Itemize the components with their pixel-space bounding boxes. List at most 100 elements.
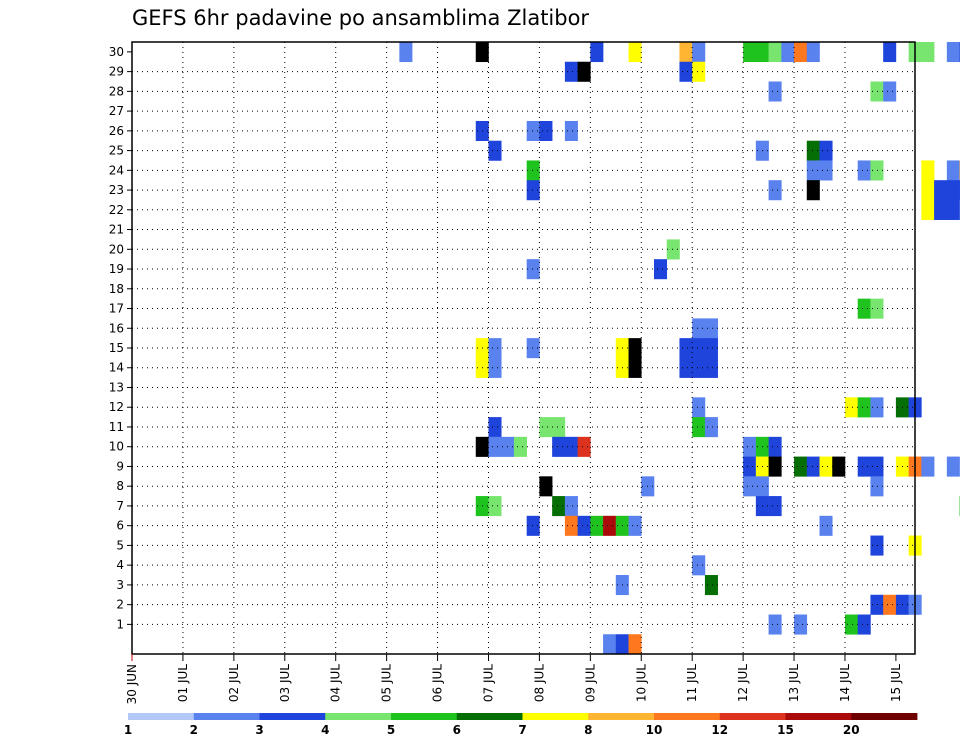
precip-cell [552, 496, 566, 517]
precip-cell [857, 298, 871, 319]
legend-label: 4 [321, 723, 329, 737]
precip-cell [488, 436, 502, 457]
precip-cell [564, 61, 578, 82]
y-tick-label: 30 [109, 45, 124, 59]
precip-cell [692, 338, 706, 359]
y-tick-label: 6 [116, 519, 124, 533]
y-tick-label: 4 [116, 558, 124, 572]
precip-cell [539, 120, 553, 142]
x-tick-label: 15 JUL [889, 664, 903, 702]
y-axis: 1234567891011121314151617181920212223242… [109, 45, 132, 631]
legend-label: 12 [711, 723, 728, 737]
precip-cell [946, 42, 960, 63]
y-tick-label: 19 [109, 262, 124, 276]
y-tick-label: 25 [109, 144, 124, 158]
precip-cell [946, 456, 960, 477]
precip-cell [603, 515, 617, 536]
y-tick-label: 18 [109, 282, 124, 296]
y-tick-label: 7 [116, 499, 124, 513]
y-tick-label: 1 [116, 617, 124, 631]
y-tick-label: 10 [109, 440, 124, 454]
precip-cell [488, 140, 502, 161]
y-tick-label: 13 [109, 380, 124, 394]
precip-cell [819, 515, 833, 536]
precip-cell [692, 318, 706, 339]
precip-cell [679, 357, 693, 378]
precip-cell [692, 397, 706, 418]
precip-cell [488, 338, 502, 359]
x-tick-label: 09 JUL [583, 664, 597, 702]
precip-cell [526, 180, 540, 201]
legend-swatch [325, 713, 392, 720]
y-tick-label: 28 [109, 84, 124, 98]
precip-cell [946, 199, 960, 220]
x-tick-label: 05 JUL [380, 664, 394, 702]
y-tick-label: 2 [116, 598, 124, 612]
legend-label: 20 [843, 723, 860, 737]
precip-cell [704, 338, 718, 359]
y-tick-label: 12 [109, 400, 124, 414]
precip-cell [743, 456, 757, 477]
legend-swatch [391, 713, 458, 720]
precip-cell [806, 456, 820, 477]
precip-cell [628, 357, 642, 378]
precip-cell [934, 180, 948, 201]
precip-cell [794, 42, 808, 63]
x-tick-label: 01 JUL [176, 664, 190, 702]
legend-label: 8 [584, 723, 592, 737]
x-tick-label: 11 JUL [685, 664, 699, 702]
y-tick-label: 5 [116, 538, 124, 552]
legend-swatch [259, 713, 326, 720]
x-tick-label: 13 JUL [787, 664, 801, 702]
precip-cell [819, 456, 833, 477]
precip-cell [399, 42, 413, 63]
precip-cell [564, 496, 578, 517]
precip-cell [755, 42, 769, 63]
precip-cell [768, 496, 782, 517]
legend-label: 5 [387, 723, 395, 737]
y-tick-label: 8 [116, 479, 124, 493]
precip-cell [704, 357, 718, 378]
y-tick-label: 29 [109, 65, 124, 79]
precip-cell [844, 614, 859, 635]
precip-cell [934, 199, 948, 220]
precip-cell [806, 180, 820, 201]
precip-cell [857, 397, 871, 418]
precip-cell [794, 456, 808, 477]
x-tick-label: 07 JUL [481, 664, 495, 702]
x-tick-label: 03 JUL [278, 664, 292, 702]
x-tick-label: 06 JUL [431, 664, 445, 702]
precip-cell [692, 42, 706, 63]
y-tick-label: 14 [109, 361, 124, 375]
x-tick-label: 02 JUL [227, 664, 241, 702]
precip-cell [526, 338, 540, 359]
y-tick-label: 17 [109, 302, 124, 316]
precip-cell [704, 318, 718, 339]
legend-label: 10 [646, 723, 663, 737]
x-tick-label: 08 JUL [532, 664, 546, 702]
x-tick-label: 14 JUL [838, 664, 852, 702]
precip-cell [564, 120, 578, 142]
precip-cell [488, 417, 502, 438]
y-tick-label: 20 [109, 242, 124, 256]
precip-cell [921, 42, 935, 63]
precip-cell [692, 61, 706, 82]
precip-cell [539, 476, 553, 497]
precip-cell [743, 42, 757, 63]
precip-cell [832, 456, 846, 477]
precip-cell [819, 140, 833, 161]
legend-swatch [719, 713, 786, 720]
precip-cell [539, 417, 553, 438]
precip-cell [577, 515, 591, 536]
y-tick-label: 22 [109, 203, 124, 217]
precip-cell [768, 180, 782, 201]
precip-cell [806, 140, 820, 161]
y-tick-label: 15 [109, 341, 124, 355]
precip-cell [615, 634, 629, 655]
precip-cell [679, 42, 693, 63]
x-tick-label: 10 JUL [634, 664, 648, 702]
precip-cell [692, 417, 706, 438]
precip-cell [590, 515, 604, 536]
precip-cell [870, 160, 884, 181]
